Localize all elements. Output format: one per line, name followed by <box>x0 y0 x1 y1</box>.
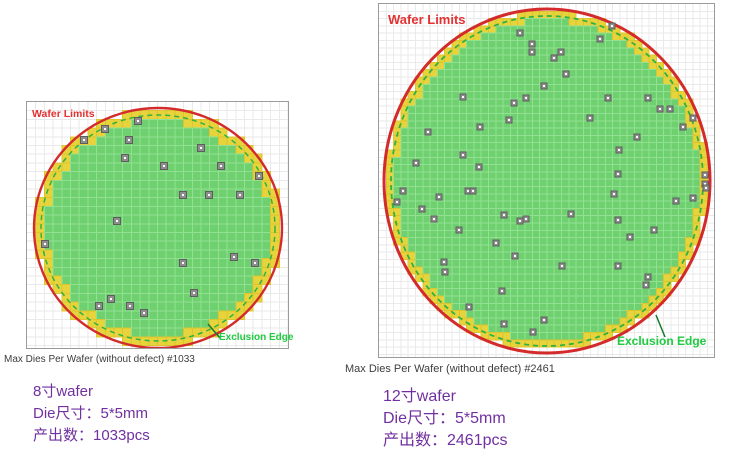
spec-wafer-size: 8寸wafer <box>33 383 94 400</box>
wafer-caption-12in: Max Dies Per Wafer (without defect) #246… <box>345 363 555 375</box>
spec-die-size: Die尺寸：5*5mm <box>383 410 506 427</box>
wafer-map-panel-8in: Wafer Limits Exclusion Edge <box>26 101 293 349</box>
wafer-map-panel-12in: Wafer Limits Exclusion Edge <box>378 3 715 358</box>
spec-wafer-size: 12寸wafer <box>383 388 456 405</box>
spec-output-count: 产出数：1033pcs <box>33 427 150 444</box>
wafer-map-canvas-8in <box>27 102 288 348</box>
wafer-limits-label: Wafer Limits <box>388 12 466 27</box>
spec-output-count: 产出数：2461pcs <box>383 432 508 449</box>
wafer-specs-12in: 12寸wafer Die尺寸：5*5mm 产出数：2461pcs <box>383 386 508 452</box>
wafer-specs-8in: 8寸wafer Die尺寸：5*5mm 产出数：1033pcs <box>33 381 150 447</box>
wafer-limits-label: Wafer Limits <box>32 108 95 120</box>
spec-die-size: Die尺寸：5*5mm <box>33 405 149 422</box>
exclusion-edge-label: Exclusion Edge <box>617 334 707 348</box>
wafer-map-canvas-12in <box>379 4 714 357</box>
wafer-caption-8in: Max Dies Per Wafer (without defect) #103… <box>4 354 195 365</box>
exclusion-edge-label: Exclusion Edge <box>219 332 294 343</box>
